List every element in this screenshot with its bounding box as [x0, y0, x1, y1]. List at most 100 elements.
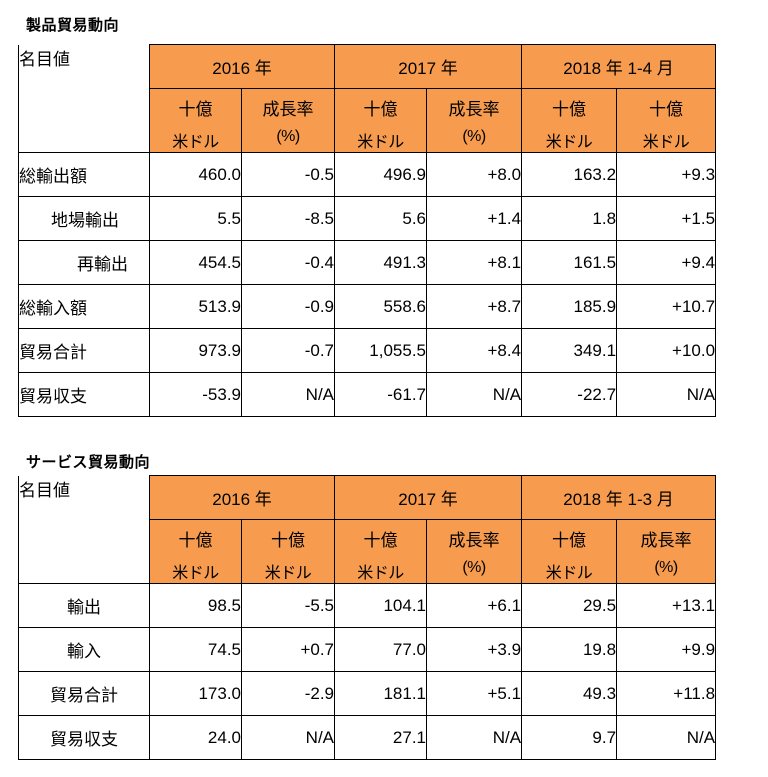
cell-value: 29.5 — [521, 583, 618, 628]
cell-value: 19.8 — [521, 627, 618, 672]
goods-unit-cell: 十億 米ドル — [334, 88, 428, 153]
row-label: 再輸出 — [18, 240, 150, 285]
cell-value: +8.0 — [426, 152, 523, 197]
cell-value: +9.3 — [616, 152, 717, 197]
cell-value: +0.7 — [240, 627, 336, 672]
cell-value: +10.0 — [616, 328, 717, 373]
services-year-2016: 2016 年 — [148, 475, 336, 520]
cell-value: +5.1 — [426, 671, 523, 716]
row-label: 貿易収支 — [18, 372, 150, 417]
services-unit-header-row: 十億 米ドル 十億 米ドル 十億 米ドル 成長率 (%) 十億 米ドル 成長率 (%) — [19, 519, 717, 584]
goods-year-2018: 2018 年 1-4 月 — [521, 44, 717, 89]
cell-value: N/A — [426, 372, 523, 417]
cell-value: N/A — [616, 715, 717, 760]
cell-value: N/A — [426, 715, 523, 760]
goods-unit-cell: 成長率 (%) — [240, 88, 336, 153]
services-year-2018: 2018 年 1-3 月 — [521, 475, 717, 520]
cell-value: 49.3 — [521, 671, 618, 716]
cell-value: +3.9 — [426, 627, 523, 672]
cell-value: -53.9 — [149, 372, 242, 417]
services-unit-cell: 十億 米ドル — [149, 519, 242, 584]
table-row: 貿易合計 973.9 -0.7 1,055.5 +8.4 349.1 +10.0 — [18, 328, 717, 373]
table-row: 総輸出額 460.0 -0.5 496.9 +8.0 163.2 +9.3 — [18, 152, 717, 197]
row-label: 地場輸出 — [18, 196, 150, 241]
cell-value: +8.1 — [426, 240, 523, 285]
services-year-2017: 2017 年 — [334, 475, 523, 520]
cell-value: 98.5 — [149, 583, 242, 628]
cell-value: -8.5 — [240, 196, 336, 241]
cell-value: +1.4 — [426, 196, 523, 241]
cell-value: 27.1 — [334, 715, 428, 760]
cell-value: -22.7 — [521, 372, 618, 417]
row-label: 輸入 — [18, 627, 150, 672]
cell-value: 5.6 — [334, 196, 428, 241]
goods-corner-label: 名目値 — [18, 44, 150, 153]
cell-value: +11.8 — [616, 671, 717, 716]
cell-value: N/A — [616, 372, 717, 417]
cell-value: 558.6 — [334, 284, 428, 329]
services-trade-table: 名目値 2016 年 2017 年 2018 年 1-3 月 十億 米ドル 十億米… — [18, 475, 717, 760]
cell-value: 460.0 — [149, 152, 242, 197]
services-year-header-row: 名目値 2016 年 2017 年 2018 年 1-3 月 — [18, 475, 717, 584]
row-label: 輸出 — [18, 583, 150, 628]
cell-value: +9.4 — [616, 240, 717, 285]
table-row: 総輸入額 513.9 -0.9 558.6 +8.7 185.9 +10.7 — [18, 284, 717, 329]
cell-value: -5.5 — [240, 583, 336, 628]
cell-value: -0.5 — [240, 152, 336, 197]
goods-unit-cell: 成長率 (%) — [426, 88, 523, 153]
cell-value: 454.5 — [149, 240, 242, 285]
cell-value: 491.3 — [334, 240, 428, 285]
cell-value: +8.7 — [426, 284, 523, 329]
cell-value: 9.7 — [521, 715, 618, 760]
services-unit-cell: 十億 米ドル — [521, 519, 618, 584]
goods-section-title: 製品貿易動向 — [26, 16, 120, 34]
services-section-title: サービス貿易動向 — [26, 453, 151, 471]
services-unit-cell: 成長率 (%) — [616, 519, 717, 584]
cell-value: 24.0 — [149, 715, 242, 760]
cell-value: 161.5 — [521, 240, 618, 285]
cell-value: -0.9 — [240, 284, 336, 329]
cell-value: 77.0 — [334, 627, 428, 672]
cell-value: +13.1 — [616, 583, 717, 628]
goods-unit-cell: 十億 米ドル — [521, 88, 618, 153]
table-row: 貿易収支 -53.9 N/A -61.7 N/A -22.7 N/A — [18, 372, 717, 417]
cell-value: +1.5 — [616, 196, 717, 241]
cell-value: 185.9 — [521, 284, 618, 329]
goods-unit-cell: 十億 米ドル — [149, 88, 242, 153]
cell-value: -61.7 — [334, 372, 428, 417]
table-row: 貿易収支 24.0 N/A 27.1 N/A 9.7 N/A — [18, 715, 717, 760]
goods-year-header-row: 名目値 2016 年 2017 年 2018 年 1-4 月 — [18, 44, 717, 153]
row-label: 総輸入額 — [18, 284, 150, 329]
cell-value: -0.7 — [240, 328, 336, 373]
cell-value: +9.9 — [616, 627, 717, 672]
services-corner-label: 名目値 — [18, 475, 150, 584]
cell-value: N/A — [240, 372, 336, 417]
cell-value: 163.2 — [521, 152, 618, 197]
cell-value: 1.8 — [521, 196, 618, 241]
goods-unit-cell: 十億 米ドル — [616, 88, 717, 153]
goods-year-2017: 2017 年 — [334, 44, 523, 89]
row-label: 総輸出額 — [18, 152, 150, 197]
goods-year-2016: 2016 年 — [148, 44, 336, 89]
cell-value: +6.1 — [426, 583, 523, 628]
cell-value: 74.5 — [149, 627, 242, 672]
cell-value: -2.9 — [240, 671, 336, 716]
cell-value: 496.9 — [334, 152, 428, 197]
cell-value: 5.5 — [149, 196, 242, 241]
cell-value: +10.7 — [616, 284, 717, 329]
row-label: 貿易合計 — [18, 671, 150, 716]
cell-value: 173.0 — [149, 671, 242, 716]
table-row: 輸入 74.5 +0.7 77.0 +3.9 19.8 +9.9 — [18, 627, 717, 672]
table-row: 地場輸出 5.5 -8.5 5.6 +1.4 1.8 +1.5 — [18, 196, 717, 241]
cell-value: 973.9 — [149, 328, 242, 373]
cell-value: 181.1 — [334, 671, 428, 716]
cell-value: N/A — [240, 715, 336, 760]
goods-unit-header-row: 十億 米ドル 成長率 (%) 十億 米ドル 成長率 (%) 十億 米ドル 十億 米ドル — [19, 88, 717, 153]
row-label: 貿易収支 — [18, 715, 150, 760]
services-unit-cell: 十億 米ドル — [240, 519, 336, 584]
table-row: 貿易合計 173.0 -2.9 181.1 +5.1 49.3 +11.8 — [18, 671, 717, 716]
cell-value: 513.9 — [149, 284, 242, 329]
services-unit-cell: 十億 米ドル — [334, 519, 428, 584]
row-label: 貿易合計 — [18, 328, 150, 373]
cell-value: +8.4 — [426, 328, 523, 373]
